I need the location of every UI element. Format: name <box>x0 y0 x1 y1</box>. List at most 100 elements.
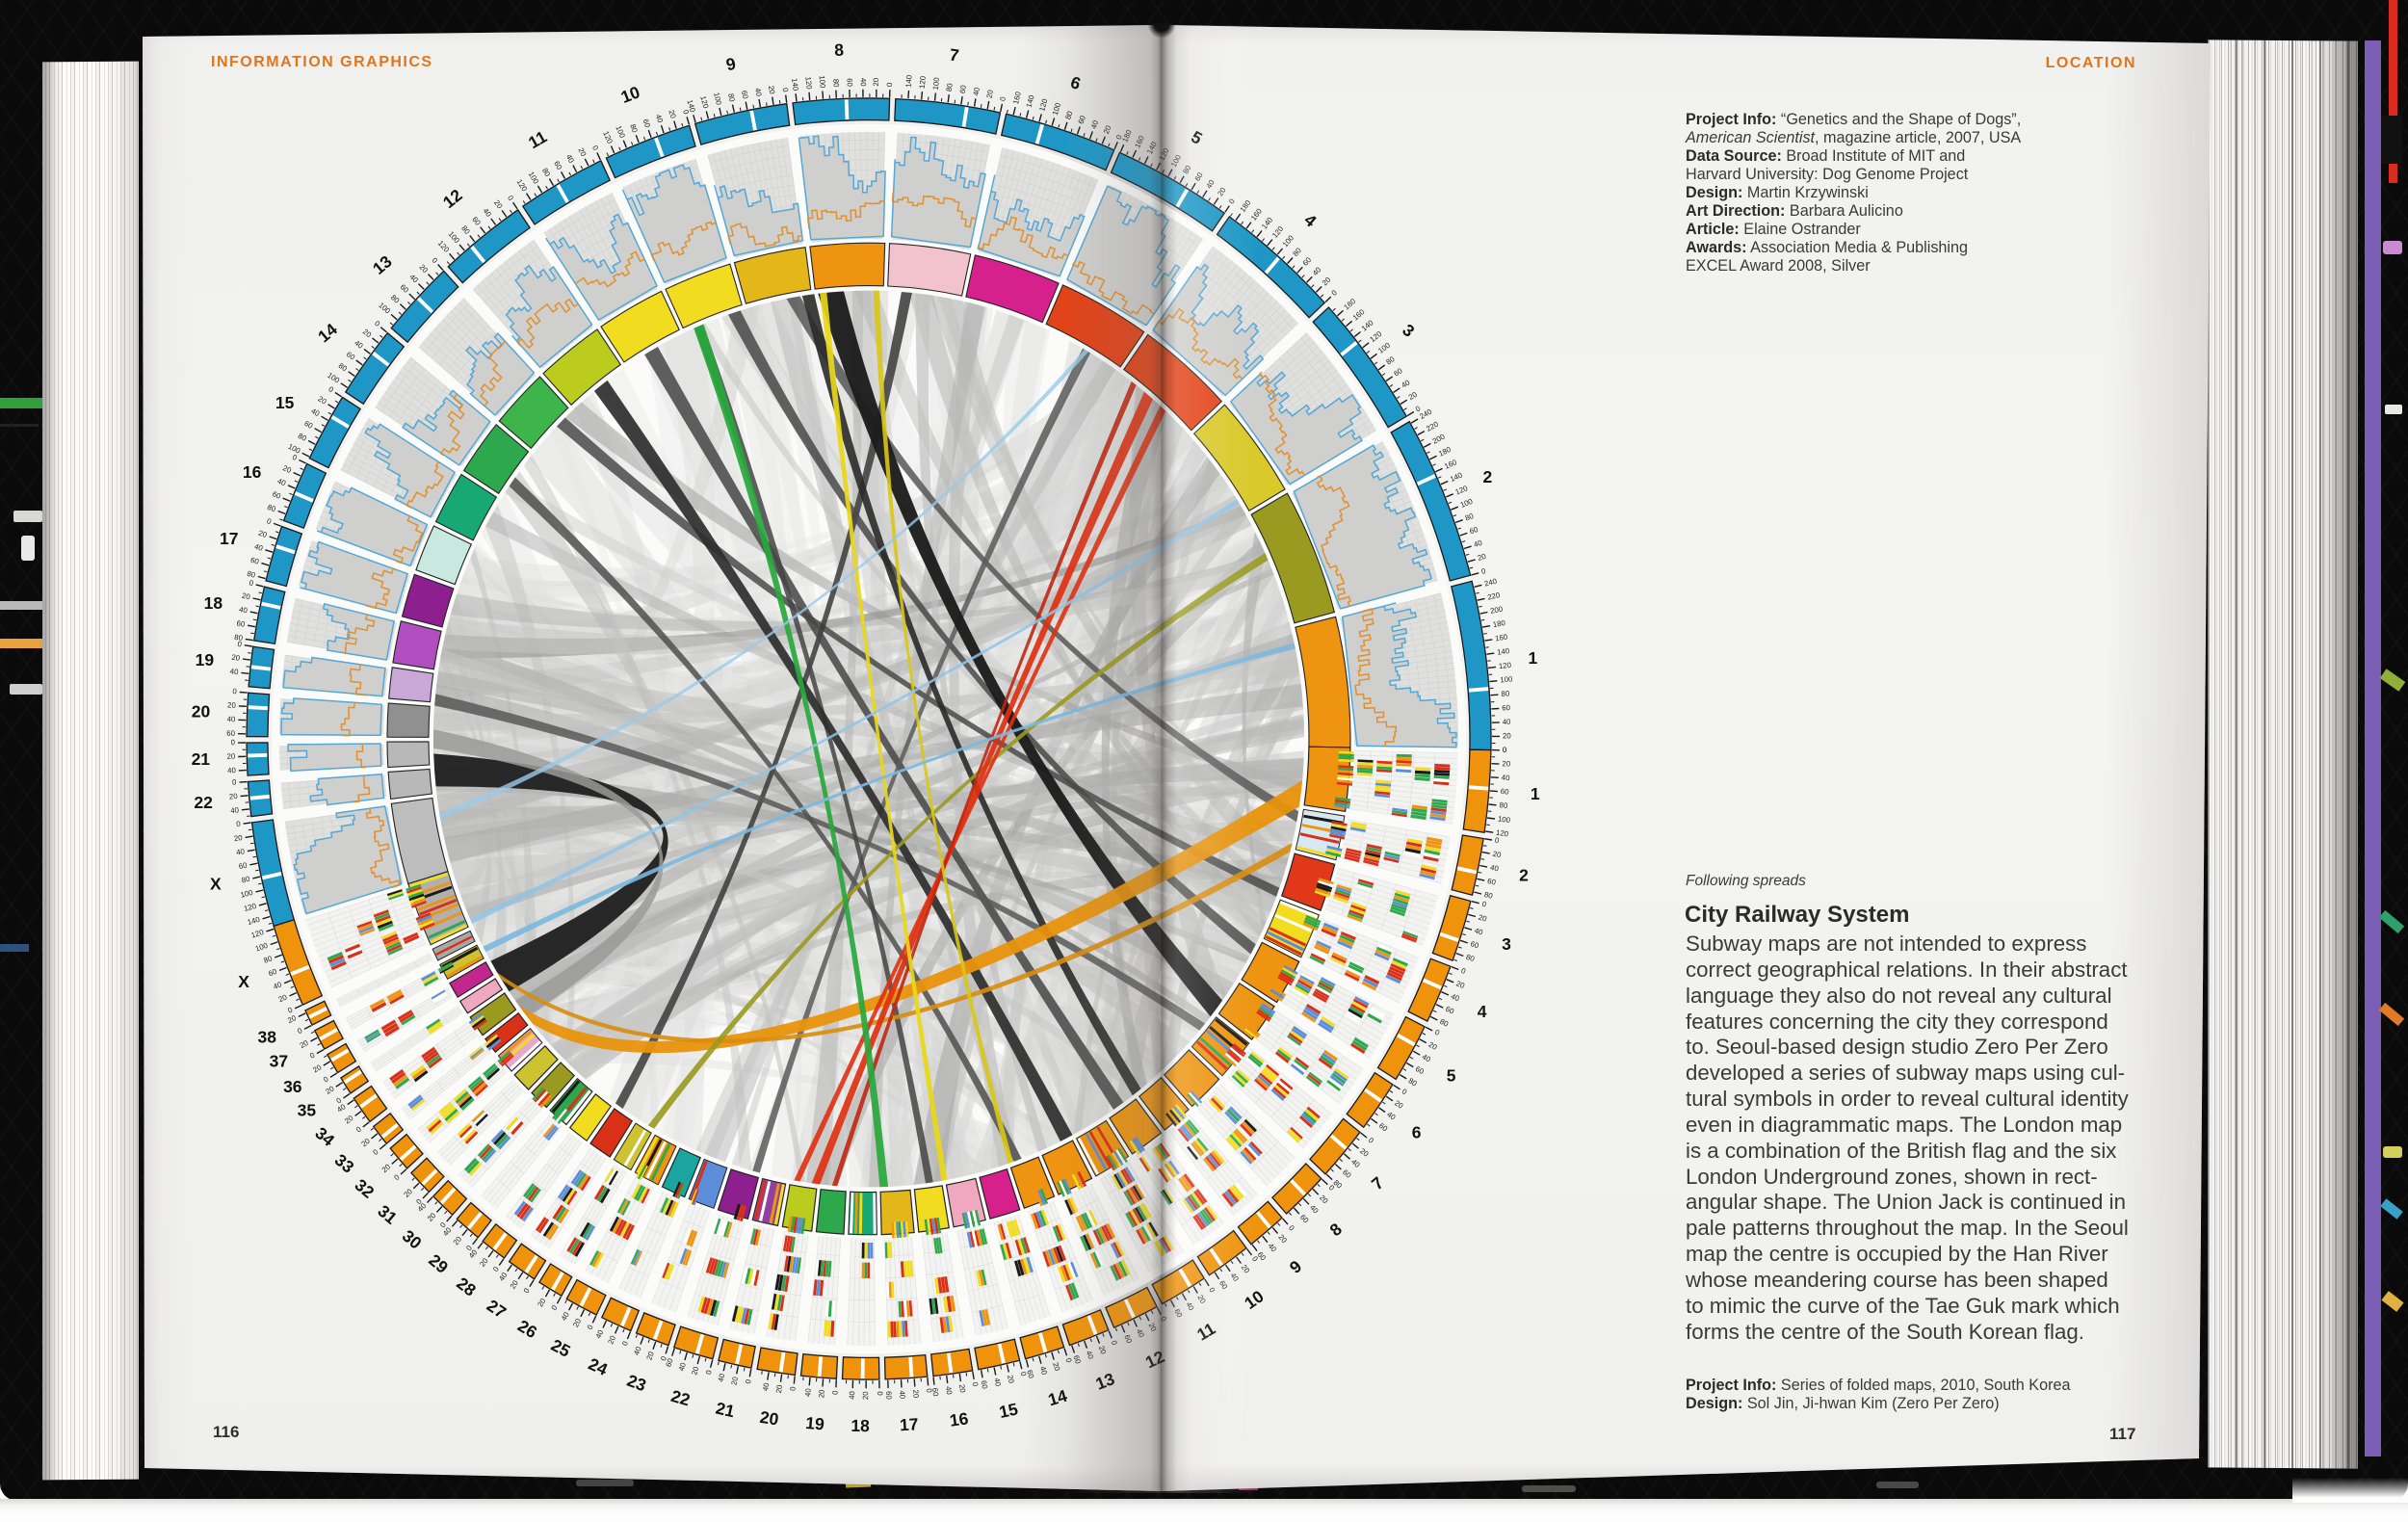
svg-text:0: 0 <box>681 109 691 116</box>
svg-text:80: 80 <box>1499 800 1508 810</box>
svg-text:80: 80 <box>831 79 840 89</box>
svg-text:0: 0 <box>249 578 255 588</box>
svg-text:40: 40 <box>859 78 868 87</box>
svg-text:60: 60 <box>1392 366 1404 379</box>
svg-text:20: 20 <box>311 1063 324 1074</box>
svg-text:20: 20 <box>767 85 776 95</box>
svg-text:0: 0 <box>237 640 243 649</box>
svg-text:120: 120 <box>918 75 928 89</box>
svg-text:100: 100 <box>1376 340 1392 354</box>
svg-text:28: 28 <box>453 1273 480 1300</box>
svg-text:0: 0 <box>506 194 515 202</box>
svg-text:60: 60 <box>1341 1168 1353 1180</box>
svg-text:140: 140 <box>1497 646 1511 657</box>
svg-text:40: 40 <box>1311 265 1323 277</box>
svg-text:40: 40 <box>717 1372 727 1382</box>
svg-text:0: 0 <box>1327 1183 1337 1193</box>
svg-text:20: 20 <box>667 109 677 120</box>
svg-text:20: 20 <box>1393 1098 1405 1111</box>
svg-text:20: 20 <box>1051 1361 1061 1373</box>
svg-text:40: 40 <box>1385 1110 1398 1122</box>
svg-text:20: 20 <box>227 700 237 709</box>
svg-text:40: 40 <box>272 980 283 991</box>
svg-text:0: 0 <box>550 1303 560 1312</box>
svg-text:40: 40 <box>229 667 239 676</box>
svg-text:0: 0 <box>464 1244 474 1253</box>
svg-text:20: 20 <box>1321 275 1333 287</box>
svg-text:20: 20 <box>571 1317 583 1328</box>
svg-text:18: 18 <box>204 593 223 613</box>
svg-text:0: 0 <box>781 88 791 93</box>
svg-text:40: 40 <box>1349 1157 1362 1169</box>
svg-text:80: 80 <box>246 569 256 580</box>
svg-text:80: 80 <box>241 875 251 885</box>
svg-text:100: 100 <box>1500 674 1513 684</box>
svg-text:40: 40 <box>1502 774 1511 783</box>
svg-text:6: 6 <box>1412 1122 1422 1142</box>
svg-text:140: 140 <box>1360 318 1375 333</box>
svg-text:140: 140 <box>1449 470 1464 484</box>
svg-text:60: 60 <box>1469 939 1480 950</box>
svg-text:20: 20 <box>576 146 588 158</box>
svg-text:20: 20 <box>817 1389 826 1399</box>
svg-text:20: 20 <box>1358 1146 1371 1159</box>
svg-text:0: 0 <box>998 95 1008 102</box>
svg-text:100: 100 <box>326 371 341 385</box>
svg-text:100: 100 <box>527 171 541 186</box>
svg-text:0: 0 <box>373 319 382 328</box>
svg-text:120: 120 <box>436 239 452 254</box>
svg-text:60: 60 <box>238 860 249 871</box>
svg-text:100: 100 <box>1051 101 1063 117</box>
svg-text:60: 60 <box>641 118 652 129</box>
svg-text:20: 20 <box>606 1334 617 1346</box>
svg-text:40: 40 <box>594 1328 606 1340</box>
svg-text:31: 31 <box>374 1201 401 1228</box>
svg-text:40: 40 <box>848 1390 856 1400</box>
svg-text:20: 20 <box>231 653 241 663</box>
svg-text:40: 40 <box>753 87 763 97</box>
svg-text:5: 5 <box>1447 1065 1456 1085</box>
svg-text:35: 35 <box>298 1100 317 1119</box>
svg-text:20: 20 <box>361 328 374 340</box>
svg-text:120: 120 <box>250 928 266 940</box>
svg-text:40: 40 <box>276 477 288 488</box>
svg-text:18: 18 <box>851 1416 870 1435</box>
svg-text:0: 0 <box>335 1095 344 1105</box>
svg-text:16: 16 <box>243 462 262 482</box>
svg-text:20: 20 <box>426 1211 438 1223</box>
svg-text:80: 80 <box>726 92 737 103</box>
svg-text:200: 200 <box>1489 604 1504 615</box>
svg-text:0: 0 <box>971 1381 981 1387</box>
svg-text:19: 19 <box>805 1413 825 1434</box>
svg-text:17: 17 <box>899 1414 919 1434</box>
svg-text:80: 80 <box>628 123 640 135</box>
svg-text:80: 80 <box>234 633 245 643</box>
svg-text:40: 40 <box>1503 718 1512 726</box>
svg-text:60: 60 <box>1414 1064 1426 1076</box>
svg-text:9: 9 <box>724 54 738 75</box>
svg-text:20: 20 <box>241 591 251 602</box>
svg-text:140: 140 <box>685 98 696 114</box>
svg-text:40: 40 <box>1450 992 1461 1004</box>
svg-text:16: 16 <box>949 1408 970 1430</box>
svg-text:21: 21 <box>192 749 211 769</box>
svg-text:100: 100 <box>254 941 270 954</box>
svg-text:40: 40 <box>353 338 365 351</box>
svg-text:40: 40 <box>309 407 322 418</box>
svg-text:240: 240 <box>1483 577 1498 589</box>
svg-text:120: 120 <box>1270 224 1286 240</box>
svg-text:160: 160 <box>1495 632 1509 643</box>
svg-text:60: 60 <box>740 90 750 100</box>
svg-text:20: 20 <box>1503 731 1511 740</box>
svg-text:20: 20 <box>343 1114 355 1126</box>
svg-text:32: 32 <box>352 1175 379 1202</box>
svg-text:60: 60 <box>1025 1369 1035 1379</box>
svg-text:0: 0 <box>327 384 335 394</box>
svg-text:80: 80 <box>459 223 472 236</box>
svg-text:20: 20 <box>277 992 289 1004</box>
svg-text:40: 40 <box>654 113 666 124</box>
svg-text:40: 40 <box>253 542 265 553</box>
svg-text:8: 8 <box>1326 1219 1347 1240</box>
svg-text:60: 60 <box>1500 787 1509 797</box>
svg-text:80: 80 <box>1464 512 1476 523</box>
